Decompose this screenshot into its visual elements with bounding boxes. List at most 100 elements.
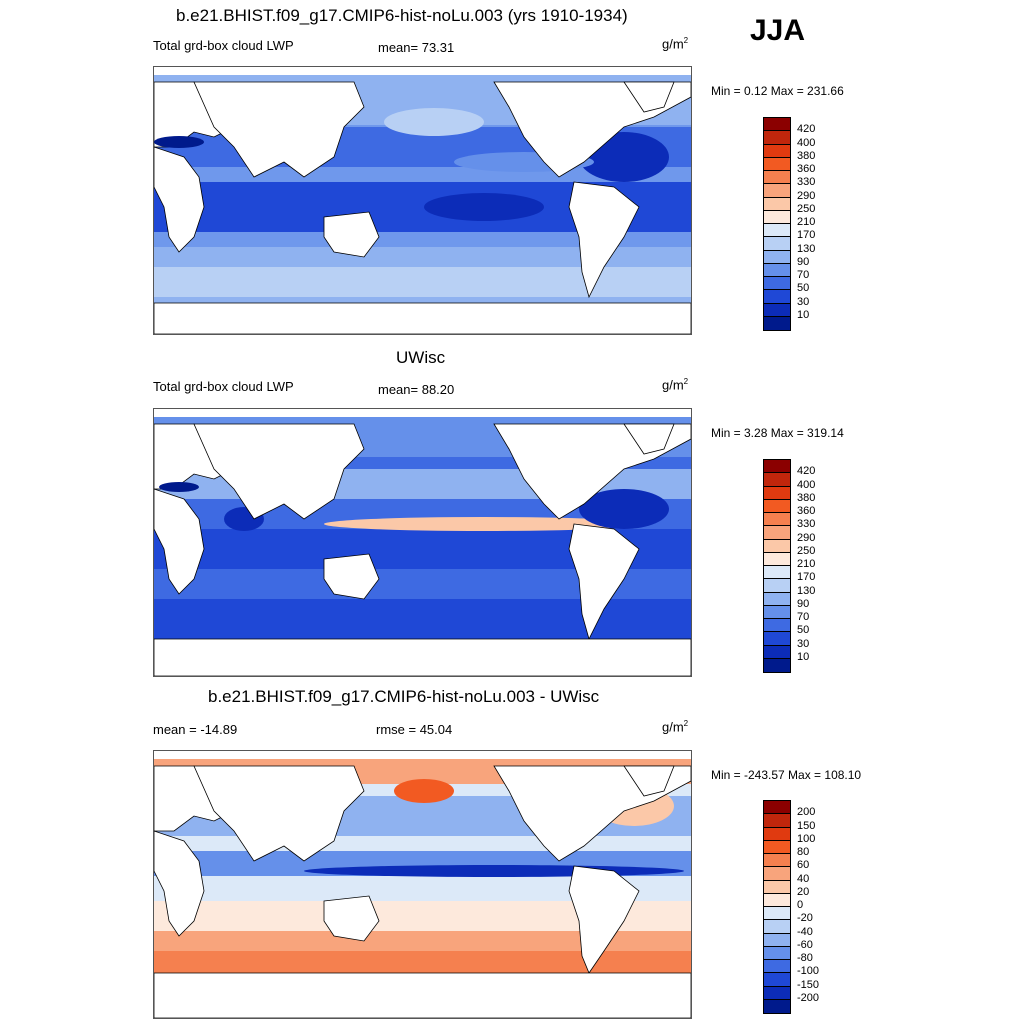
colorbar-swatch [764,539,790,553]
colorbar-swatch [764,645,790,659]
colorbar-tick-label: -20 [797,912,813,925]
colorbar-swatch [764,854,790,868]
colorbar-tick-label: 130 [797,584,816,597]
colorbar-swatch [764,250,790,264]
panel1-title: b.e21.BHIST.f09_g17.CMIP6-hist-noLu.003 … [176,6,628,25]
colorbar-swatch [764,486,790,500]
panel2-left-label: Total grd-box cloud LWP [153,379,294,394]
colorbar-swatch [764,131,790,145]
colorbar-tick-label: 250 [797,202,816,215]
colorbar-swatch [764,632,790,646]
panel1-units: g/m2 [662,36,689,52]
colorbar-tick-label: 420 [797,465,816,478]
colorbar-swatch [764,290,790,304]
colorbar-swatch [764,619,790,633]
colorbar-tick-label: 200 [797,806,816,819]
colorbar-swatch [764,592,790,606]
colorbar-tick-label: 10 [797,308,810,321]
colorbar-tick-label: -40 [797,925,813,938]
colorbar-swatch [764,552,790,566]
colorbar-swatch [764,224,790,238]
colorbar-tick-label: 70 [797,269,810,281]
panel2-units: g/m2 [662,377,689,393]
colorbar-tick-label: 380 [797,149,816,162]
colorbar-tick-label: 360 [797,505,816,517]
colorbar-swatch [764,263,790,277]
colorbar-tick-label: 80 [797,846,810,858]
colorbar-tick-label: 30 [797,295,810,308]
colorbar-tick-label: -80 [797,952,813,964]
colorbar-tick-label: 360 [797,163,816,175]
colorbar-tick-label: 60 [797,859,810,872]
colorbar-swatch [764,303,790,317]
panel3-minmax: Min = -243.57 Max = 108.10 [711,768,862,782]
colorbar-tick-label: 420 [797,123,816,136]
colorbar-tick-label: 330 [797,176,816,189]
panel3-title: b.e21.BHIST.f09_g17.CMIP6-hist-noLu.003 … [208,687,600,706]
colorbar-swatch [764,499,790,513]
colorbar-tick-label: 330 [797,518,816,531]
colorbar-swatch [764,893,790,907]
panel1-mean-label: mean= 73.31 [378,40,455,55]
colorbar-swatch [764,867,790,881]
colorbar-tick-label: 170 [797,571,816,584]
colorbar-swatch [764,171,790,185]
colorbar-tick-label: 10 [797,650,810,663]
panel2-map [153,408,692,677]
colorbar-swatch [764,907,790,921]
colorbar-swatch [764,526,790,540]
panel1-map [153,66,692,335]
colorbar-swatch [764,237,790,251]
colorbar-tick-label: 210 [797,558,816,570]
colorbar1 [763,117,791,331]
panel3-mean-label: mean = -14.89 [153,722,238,737]
colorbar-tick-label: 70 [797,611,810,623]
colorbar-swatch [764,827,790,841]
colorbar-tick-label: 40 [797,872,810,885]
colorbar-tick-label: 50 [797,282,810,295]
colorbar-swatch [764,920,790,934]
colorbar-swatch [764,316,790,330]
colorbar-swatch [764,946,790,960]
colorbar-swatch [764,473,790,487]
colorbar-swatch [764,999,790,1013]
colorbar-swatch [764,880,790,894]
colorbar-tick-label: 90 [797,597,810,610]
colorbar-tick-label: 400 [797,136,816,149]
colorbar-tick-label: -150 [797,978,820,991]
colorbar-swatch [764,184,790,198]
colorbar-swatch [764,513,790,527]
colorbar-swatch [764,605,790,619]
colorbar-swatch [764,933,790,947]
season-label: JJA [750,14,806,47]
colorbar-tick-label: 0 [797,899,804,911]
colorbar-swatch [764,801,790,815]
colorbar-swatch [764,277,790,291]
colorbar-swatch [764,579,790,593]
colorbar-tick-label: 30 [797,637,810,650]
panel3-units: g/m2 [662,719,689,735]
panel1-left-label: Total grd-box cloud LWP [153,38,294,53]
colorbar-swatch [764,144,790,158]
colorbar-tick-label: -100 [797,965,820,978]
colorbar-swatch [764,840,790,854]
colorbar-tick-label: 210 [797,216,816,228]
colorbar-tick-label: 90 [797,255,810,268]
colorbar-swatch [764,118,790,132]
colorbar-swatch [764,658,790,672]
panel2-title: UWisc [396,348,446,367]
colorbar-swatch [764,157,790,171]
panel1-minmax: Min = 0.12 Max = 231.66 [711,84,844,98]
panel2-minmax: Min = 3.28 Max = 319.14 [711,426,844,440]
panel3-rmse-label: rmse = 45.04 [376,722,453,737]
panel3-map [153,750,692,1019]
colorbar-swatch [764,814,790,828]
colorbar2 [763,459,791,673]
colorbar-tick-label: -60 [797,938,813,951]
colorbar-tick-label: 150 [797,819,816,832]
colorbar-tick-label: 290 [797,189,816,202]
colorbar-tick-label: 250 [797,544,816,557]
colorbar-tick-label: 100 [797,832,816,845]
colorbar-tick-label: 380 [797,491,816,504]
colorbar-swatch [764,210,790,224]
